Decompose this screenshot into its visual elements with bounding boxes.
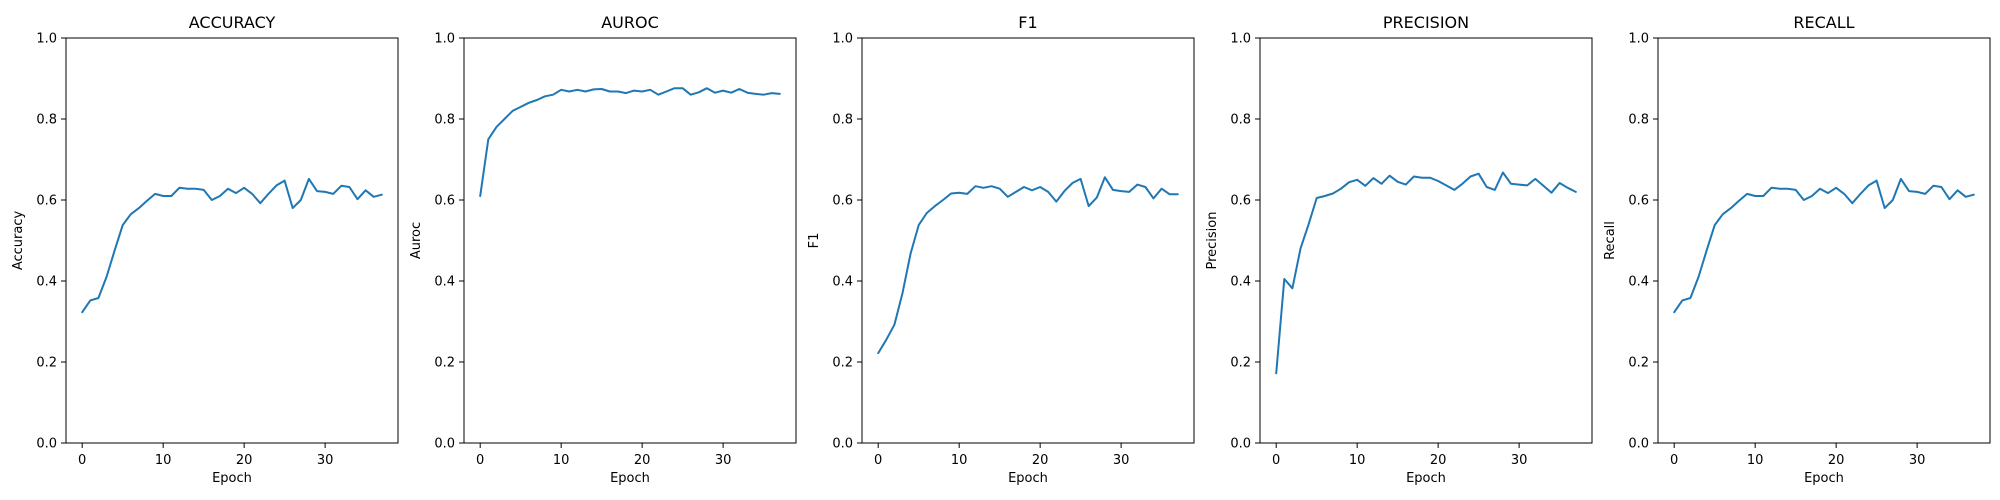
chart-panel-recall: 0.0 0.2 0.4 0.6 0.8 1.0 0 10 20 30 RECALL Epoch Reca… <box>1603 13 1991 486</box>
plot-frame <box>65 37 399 444</box>
chart-title: F1 <box>1018 13 1037 32</box>
chart-panel-precision: 0.0 0.2 0.4 0.6 0.8 1.0 0 10 20 30 PRECISION Epoch P… <box>1205 13 1593 486</box>
y-tick-label: 0.4 <box>1230 275 1251 290</box>
y-tick-label: 0.2 <box>832 356 853 371</box>
y-tick-label: 0.6 <box>1230 194 1251 209</box>
series-line <box>877 176 1179 355</box>
y-axis-label: F1 <box>807 233 822 249</box>
x-axis-label: Epoch <box>610 471 650 486</box>
x-tick-label: 0 <box>1272 453 1280 468</box>
y-tick-label: 0.0 <box>1230 437 1251 452</box>
y-tick-label: 0.0 <box>36 437 57 452</box>
x-tick-label: 10 <box>1747 453 1764 468</box>
plot-frame <box>1259 37 1593 444</box>
y-tick-label: 0.6 <box>434 194 455 209</box>
y-axis-label: Recall <box>1603 221 1618 260</box>
y-tick-label: 0.8 <box>434 113 455 128</box>
y-tick-label: 0.8 <box>1628 113 1649 128</box>
y-tick-label: 1.0 <box>1230 32 1251 47</box>
chart-title: RECALL <box>1793 13 1854 32</box>
y-tick-label: 0.0 <box>434 437 455 452</box>
x-tick-label: 0 <box>78 453 86 468</box>
x-axis-label: Epoch <box>1804 471 1844 486</box>
y-tick-label: 1.0 <box>36 32 57 47</box>
x-tick-label: 0 <box>874 453 882 468</box>
y-tick-label: 0.8 <box>1230 113 1251 128</box>
x-tick-label: 30 <box>715 453 732 468</box>
x-tick-label: 30 <box>1113 453 1130 468</box>
x-tick-label: 30 <box>317 453 334 468</box>
x-axis-label: Epoch <box>1008 471 1048 486</box>
series-line <box>1275 171 1577 375</box>
y-tick-label: 0.8 <box>832 113 853 128</box>
y-tick-label: 0.0 <box>1628 437 1649 452</box>
chart-title: AUROC <box>601 13 659 32</box>
series-line <box>1673 177 1975 314</box>
x-tick-label: 0 <box>1670 453 1678 468</box>
series-line <box>479 87 781 197</box>
chart-panel-auroc: 0.0 0.2 0.4 0.6 0.8 1.0 0 10 20 30 AUROC Epoch Auroc <box>409 13 797 486</box>
chart-panel-f1: 0.0 0.2 0.4 0.6 0.8 1.0 0 10 20 30 F1 Epoch F1 <box>807 13 1195 486</box>
y-tick-label: 0.6 <box>1628 194 1649 209</box>
y-tick-label: 0.4 <box>36 275 57 290</box>
y-tick-label: 0.4 <box>434 275 455 290</box>
y-axis-label: Accuracy <box>11 211 26 271</box>
chart-title: PRECISION <box>1383 13 1469 32</box>
x-tick-label: 20 <box>236 453 253 468</box>
x-tick-label: 10 <box>155 453 172 468</box>
y-tick-label: 0.4 <box>1628 275 1649 290</box>
y-tick-label: 0.2 <box>434 356 455 371</box>
y-tick-label: 0.4 <box>832 275 853 290</box>
y-tick-label: 0.2 <box>1628 356 1649 371</box>
y-tick-label: 0.8 <box>36 113 57 128</box>
y-tick-label: 0.2 <box>1230 356 1251 371</box>
x-tick-label: 10 <box>553 453 570 468</box>
y-tick-label: 0.2 <box>36 356 57 371</box>
x-tick-label: 20 <box>1430 453 1447 468</box>
y-tick-label: 0.0 <box>832 437 853 452</box>
y-tick-label: 1.0 <box>1628 32 1649 47</box>
x-tick-label: 10 <box>1349 453 1366 468</box>
y-tick-label: 1.0 <box>832 32 853 47</box>
plot-frame <box>1657 37 1991 444</box>
y-tick-label: 1.0 <box>434 32 455 47</box>
x-tick-label: 0 <box>476 453 484 468</box>
x-tick-label: 20 <box>1828 453 1845 468</box>
x-axis-label: Epoch <box>1406 471 1446 486</box>
chart-panel-accuracy: 0.0 0.2 0.4 0.6 0.8 1.0 0 10 20 30 ACCURACY Epoch Ac… <box>11 13 399 486</box>
x-axis-label: Epoch <box>212 471 252 486</box>
x-tick-label: 30 <box>1909 453 1926 468</box>
plot-frame <box>861 37 1195 444</box>
y-axis-label: Precision <box>1205 211 1220 269</box>
x-tick-label: 10 <box>951 453 968 468</box>
y-tick-label: 0.6 <box>36 194 57 209</box>
x-tick-label: 20 <box>634 453 651 468</box>
y-tick-label: 0.6 <box>832 194 853 209</box>
plot-frame <box>463 37 797 444</box>
chart-title: ACCURACY <box>189 13 276 32</box>
y-axis-label: Auroc <box>409 222 424 259</box>
x-tick-label: 30 <box>1511 453 1528 468</box>
series-line <box>81 177 383 314</box>
x-tick-label: 20 <box>1032 453 1049 468</box>
